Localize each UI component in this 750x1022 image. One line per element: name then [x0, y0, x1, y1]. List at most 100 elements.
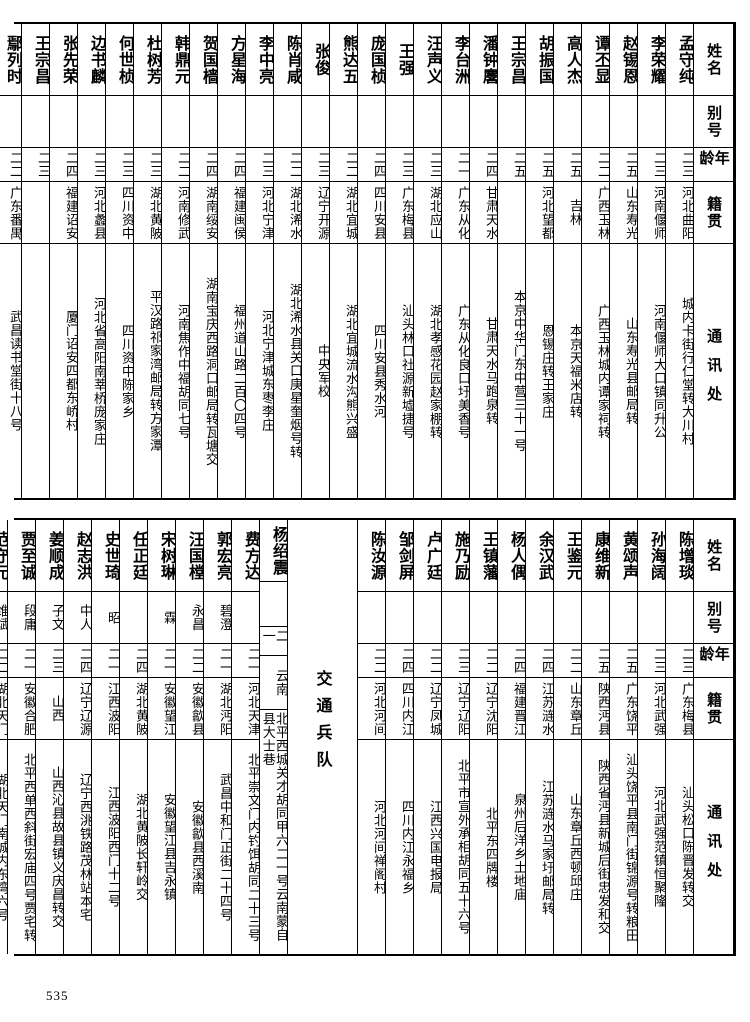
- person-name: 胡振国: [526, 24, 553, 96]
- roster-person-column: 王强二三广东梅县汕头林口社源新墟捷号: [385, 24, 413, 498]
- person-age: 二四: [358, 148, 385, 182]
- roster-person-column: 杨人偶二四福建晋江泉州后洋乡土地庙: [497, 520, 525, 954]
- person-name: 孟守纯: [666, 24, 693, 96]
- person-age: 二一: [232, 644, 259, 678]
- roster-person-column: 卢广廷二二辽宁凤城江西兴国电报局: [413, 520, 441, 954]
- person-address: 中央军校: [302, 244, 329, 498]
- person-age: 二二: [0, 148, 21, 182]
- roster-person-column: 黄颂声二五广东饶平汕头饶平县南门街锦源号转粮田: [609, 520, 637, 954]
- person-address: 湖北天门南城内东湾六号: [0, 740, 7, 954]
- person-age: 二三: [22, 148, 49, 182]
- person-age: 二四: [470, 148, 497, 182]
- person-age: 二一: [260, 627, 287, 657]
- person-alias: [526, 96, 553, 148]
- person-age: 二二: [0, 644, 7, 678]
- person-origin: 安徽合肥: [8, 678, 35, 740]
- roster-person-column: 郭宏亮碧澄二一湖北沔阳武昌中和门正街二十四号: [203, 520, 231, 954]
- person-address: 北平西城关才胡同甲六二一号云南蒙自县大士巷: [260, 710, 287, 954]
- person-origin: 吉林: [554, 182, 581, 244]
- person-address: 北平崇文门内钓饵胡同二十三号: [232, 740, 259, 954]
- roster-person-column: 陈增琰二三广东梅县汕头松口陈晋发转交: [665, 520, 693, 954]
- header-address: 通讯处: [694, 740, 733, 954]
- page-number: 535: [46, 988, 69, 1004]
- person-address: 本京天福米店转: [554, 244, 581, 498]
- person-address: 山西沁县故县镇义庆昌转交: [36, 740, 63, 954]
- person-age: 二一: [148, 644, 175, 678]
- person-origin: [498, 182, 525, 244]
- roster-table-top: 姓名 别号 年龄 籍贯 通讯处 孟守纯二三河北曲阳城内卡街行仁堂转大川村李荣耀二…: [14, 22, 736, 500]
- roster-person-column: 杜树芳二三湖北黄陂平汉路祁家湾邮局转方家潭: [133, 24, 161, 498]
- person-alias: 霖: [148, 592, 175, 644]
- roster-person-column: 任正廷二四湖北黄陂湖北黄陂长轩岭交: [119, 520, 147, 954]
- roster-person-column: 何世桢二三四川资中四川资中陈家乡: [105, 24, 133, 498]
- person-age: 二四: [64, 644, 91, 678]
- header-name: 姓名: [694, 520, 733, 592]
- person-alias: 昭: [92, 592, 119, 644]
- roster-person-column: 范守元维斌二二湖北天门湖北天门南城内东湾六号: [0, 520, 7, 954]
- person-age: 二四: [218, 148, 245, 182]
- header-address: 通讯处: [694, 244, 733, 498]
- person-age: 二三: [106, 148, 133, 182]
- person-alias: [386, 592, 413, 644]
- roster-person-column: 汪国樘永昌二二安徽歙县安徽歙县西溪南: [175, 520, 203, 954]
- roster-person-column: 杨绍震二一云南北平西城关才胡同甲六二一号云南蒙自县大士巷: [259, 520, 287, 954]
- person-alias: 维斌: [0, 592, 7, 644]
- person-name: 陈肖咸: [274, 24, 301, 96]
- roster-person-column: 余汉武二四江苏涟水江苏涟水马家圩邮局转: [525, 520, 553, 954]
- unit-label: 交通兵队: [311, 670, 335, 778]
- person-origin: 江苏涟水: [526, 678, 553, 740]
- person-name: 邹剑屏: [386, 520, 413, 592]
- person-name: 郭宏亮: [204, 520, 231, 592]
- person-address: 湖北黄陂长轩岭交: [120, 740, 147, 954]
- person-name: 杨人偶: [498, 520, 525, 592]
- person-address: 安徽望江县吉永镇: [148, 740, 175, 954]
- roster-person-column: 费方达二一河北天津北平崇文门内钓饵胡同二十三号: [231, 520, 259, 954]
- person-name: 孙海阔: [638, 520, 665, 592]
- person-age: 二二: [330, 148, 357, 182]
- person-origin: 辽宁辽阳: [442, 678, 469, 740]
- person-alias: [498, 592, 525, 644]
- person-alias: [638, 96, 665, 148]
- person-address: 河北河间禅阁村: [358, 740, 385, 954]
- person-age: 二一: [204, 644, 231, 678]
- person-address: 湖北浠水县关口庚星奎烟号转: [274, 244, 301, 498]
- header-age: 年龄: [694, 644, 733, 678]
- person-alias: [106, 96, 133, 148]
- person-age: 二四: [498, 644, 525, 678]
- person-alias: 段庸: [8, 592, 35, 644]
- person-alias: [260, 582, 287, 627]
- person-origin: 福建诏安: [50, 182, 77, 244]
- person-address: 厦门诏安四都东峤村: [50, 244, 77, 498]
- person-name: 谭丕显: [582, 24, 609, 96]
- person-name: 费方达: [232, 520, 259, 592]
- person-age: 二三: [666, 148, 693, 182]
- person-origin: 河北蠡县: [78, 182, 105, 244]
- person-alias: [666, 96, 693, 148]
- roster-person-column: 王镇藩二二辽宁沈阳北平东四牌楼: [469, 520, 497, 954]
- person-age: 二三: [638, 644, 665, 678]
- person-origin: 湖北黄陂: [120, 678, 147, 740]
- person-age: 二三: [134, 148, 161, 182]
- roster-person-column: 王鉴元二二山东章丘山东章丘西顿邱庄: [553, 520, 581, 954]
- person-origin: 广东番禺: [0, 182, 21, 244]
- person-name: 陈汝源: [358, 520, 385, 592]
- roster-person-column: 潘钟麐二四甘肃天水甘肃天水马跑泉转: [469, 24, 497, 498]
- roster-person-column: 陈汝源二二河北河间河北河间禅阁村: [357, 520, 385, 954]
- person-name: 任正廷: [120, 520, 147, 592]
- unit-label-column: 交通兵队: [287, 520, 357, 954]
- person-age: 二一: [8, 644, 35, 678]
- person-age: 二二: [274, 148, 301, 182]
- person-name: 王强: [386, 24, 413, 96]
- person-alias: 碧澄: [204, 592, 231, 644]
- person-name: 李台洲: [442, 24, 469, 96]
- person-alias: [246, 96, 273, 148]
- roster-person-column: 庞国桢二四四川安县四川安县秀水河: [357, 24, 385, 498]
- column-header-strip: 姓名 别号 年龄 籍贯 通讯处: [693, 24, 733, 498]
- person-origin: 四川资中: [106, 182, 133, 244]
- person-origin: 河北望都: [526, 182, 553, 244]
- person-origin: 辽宁凤城: [414, 678, 441, 740]
- person-name: 康维新: [582, 520, 609, 592]
- person-alias: [162, 96, 189, 148]
- person-age: 二三: [36, 644, 63, 678]
- person-alias: [414, 592, 441, 644]
